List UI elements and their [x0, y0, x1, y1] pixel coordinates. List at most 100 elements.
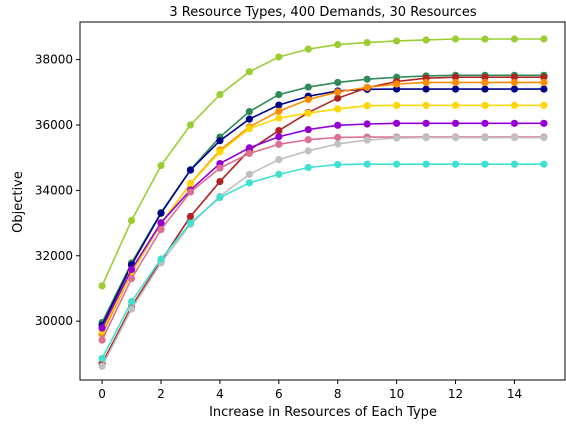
series-line: [101, 136, 544, 367]
data-point: [186, 219, 195, 227]
data-point: [275, 140, 283, 148]
data-point: [363, 83, 371, 91]
data-point: [363, 120, 371, 128]
data-point: [481, 85, 489, 93]
data-point: [275, 114, 283, 122]
data-point: [186, 180, 195, 188]
data-point: [304, 45, 312, 53]
data-point: [157, 255, 165, 263]
series-line: [101, 74, 544, 323]
data-point: [451, 101, 460, 109]
series-3: [98, 73, 548, 368]
series-line: [101, 38, 544, 287]
data-point: [304, 83, 312, 91]
data-point: [98, 336, 106, 344]
data-point: [451, 85, 460, 93]
data-point: [451, 78, 460, 87]
data-point: [275, 53, 283, 61]
data-point: [186, 166, 195, 174]
data-point: [363, 75, 371, 83]
series-0: [98, 35, 548, 290]
data-point: [481, 160, 489, 168]
y-axis: 30000 32000 34000 36000 38000: [35, 53, 80, 328]
data-point: [481, 101, 489, 109]
data-point: [363, 160, 371, 168]
y-tick-label: 32000: [35, 249, 73, 263]
y-tick-label: 30000: [35, 314, 73, 328]
data-point: [275, 126, 283, 135]
data-point: [451, 134, 460, 142]
data-point: [393, 119, 401, 127]
data-point: [393, 80, 401, 88]
data-point: [510, 35, 519, 43]
data-point: [275, 90, 283, 99]
y-tick-label: 36000: [35, 118, 73, 132]
data-point: [216, 177, 224, 186]
data-point: [540, 119, 548, 127]
data-point: [540, 73, 548, 81]
data-point: [451, 119, 460, 127]
data-point: [245, 144, 253, 152]
data-point: [186, 212, 195, 221]
series-4: [98, 78, 548, 338]
data-point: [393, 134, 401, 142]
data-point: [245, 179, 253, 187]
data-point: [334, 78, 342, 87]
data-point: [245, 170, 253, 178]
x-tick-label: 8: [334, 387, 342, 401]
data-point: [422, 119, 430, 127]
data-point: [363, 102, 371, 110]
data-point: [334, 88, 342, 96]
series-line: [101, 136, 544, 341]
data-point: [304, 147, 312, 155]
x-tick-label: 6: [275, 387, 283, 401]
series-1: [98, 71, 548, 327]
data-point: [186, 188, 195, 196]
data-point: [334, 140, 342, 148]
y-tick-label: 38000: [35, 53, 73, 67]
data-point: [127, 297, 136, 306]
data-point: [157, 219, 165, 227]
data-point: [334, 121, 342, 129]
data-point: [510, 160, 519, 168]
data-point: [275, 156, 283, 164]
chart-title: 3 Resource Types, 400 Demands, 30 Resour…: [169, 5, 476, 20]
data-point: [245, 68, 253, 76]
data-point: [127, 305, 136, 313]
data-point: [334, 133, 342, 142]
series-line: [101, 81, 544, 335]
data-point: [127, 265, 136, 274]
data-point: [304, 163, 312, 172]
data-point: [186, 121, 195, 129]
x-tick-label: 12: [448, 387, 463, 401]
data-point: [451, 160, 460, 168]
x-axis-label: Increase in Resources of Each Type: [209, 405, 437, 420]
x-tick-label: 10: [389, 387, 404, 401]
data-point: [127, 275, 136, 283]
data-point: [510, 134, 519, 142]
data-point: [334, 40, 342, 49]
data-point: [245, 124, 253, 133]
data-point: [304, 109, 312, 117]
data-point: [481, 78, 489, 87]
x-tick-label: 14: [507, 387, 522, 401]
series-line: [101, 76, 544, 365]
data-point: [363, 136, 371, 144]
series-9: [98, 160, 548, 363]
plot-frame: [79, 21, 566, 381]
data-point: [363, 39, 371, 47]
data-point: [334, 105, 342, 113]
data-point: [275, 107, 283, 115]
data-point: [422, 134, 430, 142]
data-point: [422, 78, 430, 87]
data-point: [393, 160, 401, 168]
y-axis-label: Objective: [11, 171, 26, 233]
data-point: [127, 216, 136, 225]
data-point: [510, 73, 519, 81]
data-point: [540, 78, 548, 87]
data-point: [510, 78, 519, 87]
data-point: [422, 101, 430, 109]
data-point: [481, 35, 489, 43]
data-point: [393, 101, 401, 109]
